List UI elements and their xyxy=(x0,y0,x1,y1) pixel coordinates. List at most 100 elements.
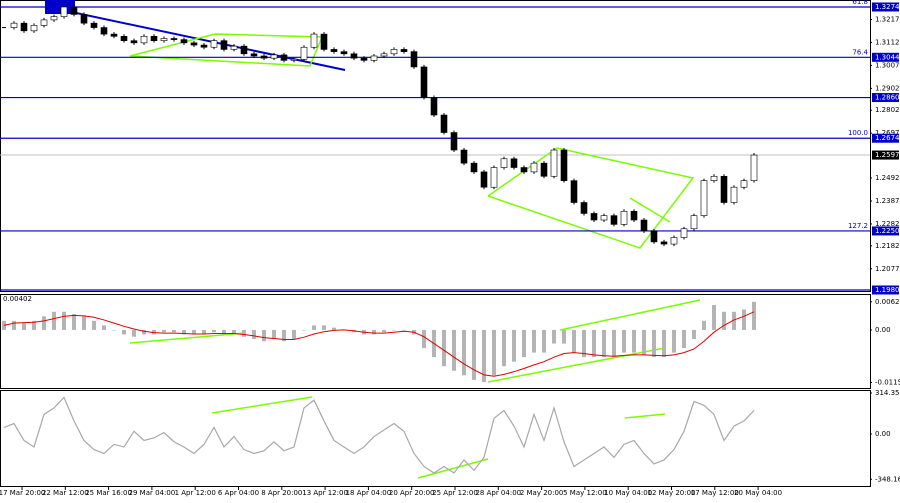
x-tick-label: 18 Apr 04:00 xyxy=(346,489,392,497)
candle xyxy=(600,215,608,221)
candle xyxy=(700,180,708,216)
macd-bar xyxy=(322,325,326,330)
x-tick-label: 22 Mar 12:00 xyxy=(42,489,89,497)
macd-bar xyxy=(652,329,656,358)
candle xyxy=(40,19,48,26)
x-tick-label: 29 Mar 04:00 xyxy=(129,489,176,497)
macd-bar xyxy=(702,320,706,330)
candle xyxy=(470,162,478,173)
candle xyxy=(460,149,468,164)
macd-bar xyxy=(282,329,286,342)
candle xyxy=(400,49,408,52)
macd-bar xyxy=(482,329,486,383)
macd-bar xyxy=(662,329,666,358)
macd-bar xyxy=(502,329,506,367)
macd-bar xyxy=(312,325,316,330)
candle xyxy=(740,180,748,188)
fib-label: 100.0 xyxy=(848,129,868,137)
macd-bar xyxy=(222,329,226,335)
macd-bar xyxy=(72,314,76,330)
macd-bar xyxy=(292,329,296,340)
candle xyxy=(260,55,268,59)
macd-bar xyxy=(82,316,86,330)
macd-bar xyxy=(252,329,256,340)
candle xyxy=(520,167,528,173)
macd-bar xyxy=(582,329,586,358)
candle xyxy=(710,175,718,181)
macd-bar xyxy=(42,316,46,330)
macd-bar xyxy=(592,329,596,358)
macd-bar xyxy=(2,320,6,330)
signal-line xyxy=(3,311,755,377)
level-box xyxy=(872,285,899,295)
candle xyxy=(590,213,598,221)
candle xyxy=(350,53,358,59)
macd-bar xyxy=(632,329,636,353)
candle xyxy=(310,33,318,48)
candle xyxy=(130,40,138,44)
macd-bar xyxy=(332,327,336,330)
candle xyxy=(370,55,378,61)
candle xyxy=(680,228,688,238)
candle xyxy=(120,36,128,41)
macd-bar xyxy=(382,329,386,333)
candle xyxy=(200,44,208,48)
current-price-label: 1.2597 xyxy=(875,151,900,159)
macd-bar xyxy=(672,329,676,353)
candle xyxy=(650,230,658,243)
candle xyxy=(160,38,168,41)
macd-bar xyxy=(512,329,516,362)
y-tick-label: 314.3545 xyxy=(875,389,900,397)
fib-label: 127.2 xyxy=(848,222,868,230)
y-tick-label: 1.2802 xyxy=(875,106,900,114)
candle xyxy=(430,97,438,116)
candle xyxy=(180,39,188,44)
candle xyxy=(340,51,348,55)
macd-bar xyxy=(712,304,716,330)
macd-bar xyxy=(62,311,66,330)
level-label: 1.2860 xyxy=(875,94,900,102)
candle xyxy=(560,149,568,181)
macd-bar xyxy=(122,329,126,335)
macd-bar xyxy=(612,329,616,358)
y-tick-label: 1.2182 xyxy=(875,242,900,250)
candle xyxy=(10,22,18,28)
candle xyxy=(730,186,738,203)
macd-bar xyxy=(552,329,556,344)
candle xyxy=(280,54,288,61)
macd-bar xyxy=(392,329,396,331)
macd-bar xyxy=(192,329,196,335)
candle xyxy=(100,27,108,35)
candle xyxy=(450,132,458,151)
candle xyxy=(620,210,628,225)
candle xyxy=(380,53,388,57)
macd-bar xyxy=(722,311,726,330)
candle xyxy=(330,49,338,52)
y-tick-label: 1.3112 xyxy=(875,38,900,46)
candle xyxy=(540,162,548,177)
x-tick-label: 12 May 20:00 xyxy=(647,489,695,497)
candle xyxy=(230,45,238,50)
macd-bar xyxy=(622,329,626,353)
macd-label: 0.00402 xyxy=(3,295,32,303)
macd-bar xyxy=(212,329,216,333)
candle xyxy=(20,22,28,32)
fib-label: 61.8 xyxy=(852,0,868,6)
macd-bar xyxy=(202,329,206,334)
macd-panel xyxy=(0,294,871,389)
macd-bar xyxy=(462,329,466,376)
level-box xyxy=(872,226,899,236)
candle xyxy=(580,202,588,214)
macd-bar xyxy=(542,329,546,353)
candle xyxy=(530,162,538,173)
candle xyxy=(270,54,278,59)
candle xyxy=(610,215,618,225)
y-tick-label: 0.00 xyxy=(875,326,891,334)
candle xyxy=(50,16,58,21)
x-tick-label: 10 May 04:00 xyxy=(604,489,652,497)
macd-bar xyxy=(182,329,186,335)
candle xyxy=(630,210,638,221)
level-label: 1.3044 xyxy=(875,53,900,61)
x-tick-label: 25 Apr 12:00 xyxy=(432,489,478,497)
